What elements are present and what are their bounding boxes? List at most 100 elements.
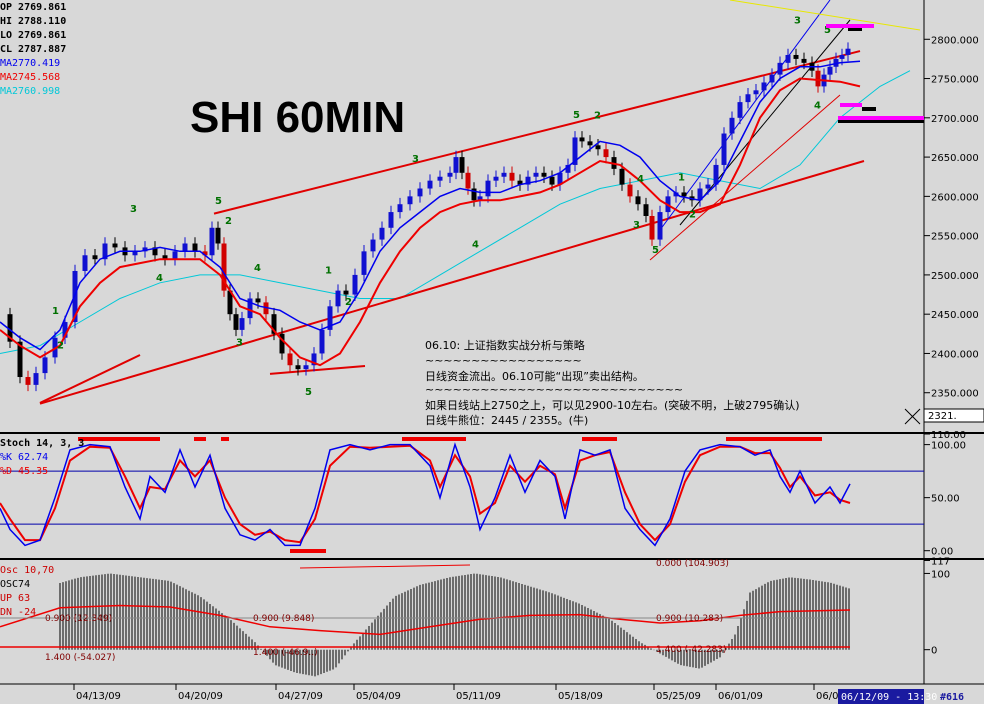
- x-tick-label: 05/25/09: [656, 691, 701, 702]
- candle-body: [233, 314, 239, 330]
- candle-body: [172, 251, 178, 260]
- trend-line: [39, 354, 141, 404]
- candle-body: [227, 290, 233, 315]
- osc-signal-line: [0, 604, 851, 636]
- ma-blue-readout: MA2770.419: [0, 58, 60, 69]
- date-box-bg: [838, 689, 924, 704]
- candle-body: [17, 341, 23, 378]
- candle-body: [801, 58, 807, 63]
- stoch-signal-bar: [290, 549, 326, 553]
- candle-body: [417, 188, 423, 197]
- wave-label: 3: [633, 220, 640, 231]
- candle-body: [681, 192, 687, 197]
- candle-body: [705, 184, 711, 189]
- last-price-label: 2321.: [928, 411, 957, 422]
- osc-tick-label: 0: [931, 646, 937, 657]
- candle-body: [202, 251, 208, 256]
- candle-body: [587, 141, 593, 146]
- price-tick-label: 2800.000: [931, 35, 979, 46]
- candle-body: [737, 102, 743, 118]
- x-tick-label: 05/04/09: [356, 691, 401, 702]
- candle-body: [152, 247, 158, 256]
- candle-body: [92, 255, 98, 260]
- marker-bar: [826, 24, 874, 28]
- price-tick-label: 2450.000: [931, 310, 979, 321]
- wave-label: 2: [57, 341, 64, 352]
- stoch-tick-label: 0.00: [931, 547, 953, 558]
- candle-body: [815, 70, 821, 87]
- wave-label: 3: [794, 16, 801, 27]
- candle-body: [352, 274, 358, 295]
- price-tick-label: 2600.000: [931, 192, 979, 203]
- candle-body: [549, 176, 555, 185]
- candle-body: [729, 117, 735, 134]
- ma-blue-line: [0, 60, 861, 351]
- candle-body: [777, 62, 783, 75]
- price-tick-label: 2650.000: [931, 153, 979, 164]
- osc-arrow-line: [299, 564, 471, 569]
- candle-body: [595, 145, 601, 150]
- candle-body: [25, 377, 31, 385]
- candle-body: [541, 172, 547, 177]
- wave-label: 5: [824, 25, 831, 36]
- price-tick-label: 2700.000: [931, 114, 979, 125]
- bar-count: #616: [940, 692, 964, 703]
- candle-body: [112, 243, 118, 248]
- candle-body: [713, 164, 719, 185]
- candle-body: [327, 306, 333, 330]
- osc-level-label: 0.000 (104.903): [656, 559, 729, 569]
- candle-body: [361, 251, 367, 275]
- stoch-signal-bar: [402, 437, 466, 441]
- marker-bar: [838, 116, 924, 120]
- crosshair-x: [904, 408, 921, 425]
- wave-label: 4: [814, 100, 821, 111]
- candle-body: [839, 54, 845, 59]
- candle-body: [721, 133, 727, 165]
- osc-dn-label: DN -24: [0, 607, 36, 618]
- trend-line: [213, 50, 861, 215]
- wave-label: 1: [52, 306, 59, 317]
- ma-red-line: [0, 77, 861, 367]
- candle-body: [437, 176, 443, 181]
- candle-body: [603, 149, 609, 158]
- candle-body: [572, 137, 578, 165]
- wave-label: 3: [130, 204, 137, 215]
- candle-body: [287, 353, 293, 366]
- candle-body: [182, 243, 188, 252]
- wave-label: 1: [325, 265, 332, 276]
- candle-body: [509, 172, 515, 181]
- wave-label: 4: [156, 273, 163, 284]
- annotation-line-1: 06.10: 上证指数实战分析与策略: [425, 338, 585, 352]
- candle-body: [459, 157, 465, 173]
- candle-body: [72, 270, 78, 323]
- candle-body: [162, 255, 168, 260]
- annotation-line-2: ~~~~~~~~~~~~~~~~~: [425, 354, 582, 367]
- candle-body: [493, 176, 499, 181]
- stoch-title: Stoch 14, 3, 3: [0, 438, 84, 449]
- candle-body: [453, 157, 459, 173]
- osc-panel: 117 100 0 0.900 (12.349) 0.900 (9.848) 0.900 …: [0, 556, 950, 677]
- candle-body: [221, 243, 227, 291]
- osc-tick-label: 100: [931, 569, 950, 580]
- stoch-signal-bar: [726, 437, 822, 441]
- last-price-box: [923, 408, 984, 423]
- stoch-signal-bar: [194, 437, 206, 441]
- ma-red-readout: MA2745.568: [0, 72, 60, 83]
- osc-level-label: 1.400 (-46.9..): [253, 648, 318, 658]
- osc-up-label: UP 63: [0, 593, 30, 604]
- candle-body: [42, 357, 48, 374]
- candle-body: [335, 290, 341, 307]
- low-readout: LO 2769.861: [0, 30, 66, 41]
- candle-body: [215, 227, 221, 244]
- candle-body: [761, 82, 767, 91]
- candle-body: [379, 227, 385, 240]
- candle-body: [557, 172, 563, 185]
- osc-label: OSC74: [0, 579, 30, 590]
- annotation-line-3: 日线资金流出。06.10可能“出现”卖出结构。: [425, 369, 644, 383]
- candle-body: [477, 196, 483, 201]
- bottom-status: 06/12/09 - 13:30 #616: [838, 689, 964, 704]
- stoch-k-line: [0, 442, 851, 547]
- candle-body: [33, 373, 39, 385]
- wave-label: 4: [254, 263, 261, 274]
- candle-body: [525, 176, 531, 185]
